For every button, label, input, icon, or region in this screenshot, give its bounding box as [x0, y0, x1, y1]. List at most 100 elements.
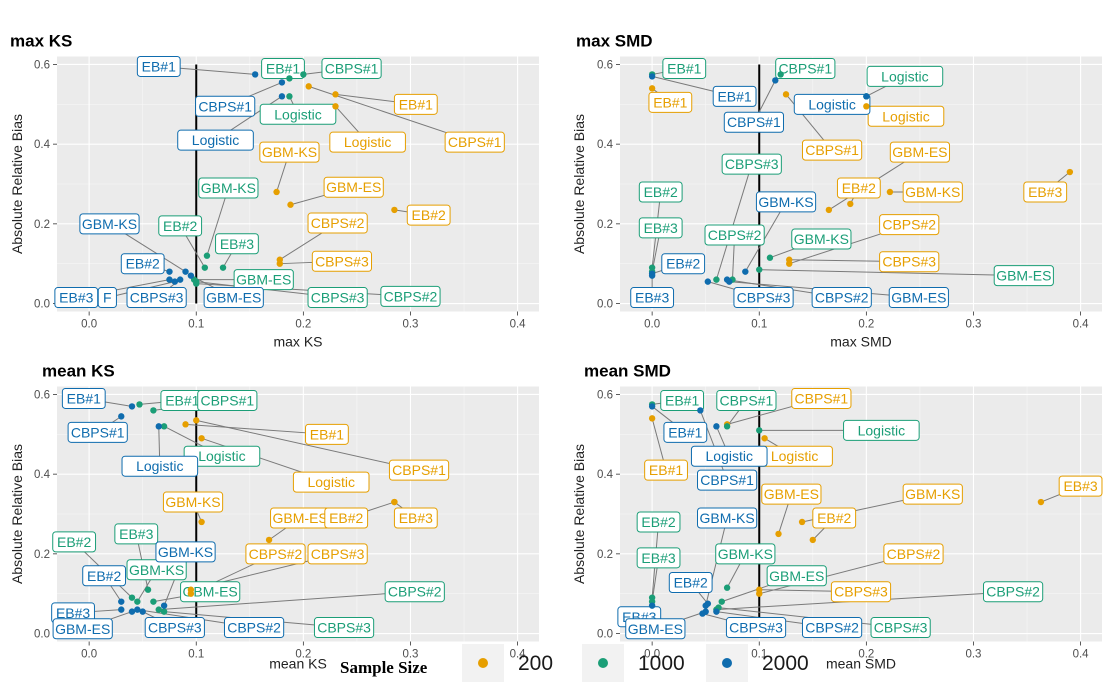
- point-label: CBPS#2: [249, 546, 303, 562]
- data-point: [648, 272, 656, 279]
- point-label-box: [660, 389, 705, 411]
- x-tick-label: 0.4: [510, 649, 527, 661]
- point-label: Logistic: [858, 422, 905, 438]
- data-point: [160, 602, 168, 609]
- point-label-box: [177, 129, 254, 151]
- panel-max-smd: max SMD 0.0 0.1 0.2 0.3 0.4 0.0 0.2 0.4 0.6 max SM…: [571, 32, 1102, 350]
- point-label: EB#1: [665, 392, 699, 408]
- point-label-box: [801, 139, 863, 161]
- data-point: [198, 435, 205, 442]
- point-label: EB#3: [641, 550, 675, 566]
- point-label: EB#2: [57, 534, 91, 550]
- data-point: [798, 518, 806, 526]
- x-tick-label: 0.2: [295, 319, 311, 331]
- point-label-box: [393, 93, 438, 115]
- data-point: [391, 206, 398, 214]
- point-label: EB#2: [412, 207, 446, 223]
- data-point: [160, 608, 168, 615]
- data-point: [782, 91, 790, 98]
- point-label: GBM-ES: [55, 621, 110, 637]
- point-label-box: [215, 233, 259, 255]
- y-axis-label: Absolute Relative Bias: [9, 114, 25, 254]
- point-label-box: [836, 177, 881, 199]
- data-point: [128, 594, 136, 601]
- data-point: [166, 268, 173, 275]
- point-label: CBPS#1: [198, 98, 252, 114]
- point-label-box: [638, 181, 683, 203]
- data-point: [182, 268, 189, 275]
- data-point: [287, 201, 294, 208]
- point-label-box: [144, 617, 205, 639]
- legend-item-1000: 1000: [582, 644, 712, 682]
- data-point: [756, 266, 763, 273]
- point-label-box: [662, 57, 707, 79]
- point-label: GBM-KS: [129, 562, 184, 578]
- point-label-box: [801, 617, 863, 639]
- data-point: [777, 71, 784, 78]
- point-label-box: [889, 141, 951, 163]
- data-point: [704, 278, 712, 285]
- point-label-box: [52, 531, 97, 553]
- point-label-box: [812, 507, 857, 529]
- point-label: CBPS#2: [311, 215, 365, 231]
- point-label-box: [993, 265, 1054, 287]
- point-label: CBPS#1: [727, 114, 781, 130]
- point-label: EB#3: [56, 605, 90, 621]
- data-point: [219, 264, 227, 271]
- panel-title: mean SMD: [584, 362, 671, 381]
- point-label: EB#2: [666, 256, 700, 272]
- panel-max-ks: max KS 0.0 0.1 0.2 0.3 0.4 0.0 0.2 0.4 0.6 max KS A…: [9, 32, 539, 350]
- y-tick-label: 0.2: [34, 549, 50, 561]
- point-label: EB#3: [59, 290, 93, 306]
- point-label: Logistic: [198, 448, 245, 464]
- point-label-box: [697, 507, 758, 529]
- point-label-box: [313, 617, 375, 639]
- legend-dot-2000: [722, 658, 732, 668]
- point-label: CBPS#2: [227, 620, 281, 636]
- point-label-box: [292, 471, 370, 493]
- point-label-box: [644, 459, 688, 481]
- point-label: EB#1: [649, 462, 683, 478]
- y-tick-label: 0.0: [34, 299, 50, 311]
- point-label-box: [661, 253, 706, 275]
- point-label-box: [630, 287, 675, 309]
- point-label: GBM-KS: [82, 216, 137, 232]
- point-label: CBPS#2: [384, 288, 438, 304]
- y-axis-label: Absolute Relative Bias: [9, 444, 25, 584]
- point-label-box: [716, 389, 777, 411]
- point-label: EB#3: [1063, 478, 1097, 494]
- data-point: [863, 103, 870, 110]
- data-point: [166, 276, 173, 283]
- point-label-box: [82, 565, 127, 587]
- point-label-box: [879, 214, 940, 236]
- x-axis-label: mean SMD: [826, 656, 896, 672]
- data-point: [756, 586, 763, 593]
- point-label: Logistic: [192, 132, 239, 148]
- data-point: [332, 91, 339, 98]
- data-point: [713, 276, 720, 283]
- x-axis-label: max SMD: [830, 334, 891, 350]
- point-label: CBPS#3: [311, 290, 365, 306]
- point-label: Logistic: [307, 474, 354, 490]
- point-label: CBPS#3: [130, 290, 184, 306]
- data-point: [203, 252, 211, 259]
- point-label-box: [198, 177, 259, 199]
- data-point: [176, 276, 184, 283]
- point-label-box: [121, 455, 199, 477]
- point-label: EB#2: [644, 184, 678, 200]
- point-label-box: [733, 287, 794, 309]
- point-label-box: [888, 287, 949, 309]
- data-point: [286, 75, 293, 82]
- point-label-box: [791, 387, 852, 409]
- data-point: [761, 435, 768, 442]
- point-label: CBPS#2: [708, 227, 762, 243]
- point-label-box: [406, 204, 451, 226]
- point-label: CBPS#1: [795, 390, 849, 406]
- point-label-box: [120, 253, 165, 275]
- label-connector: [196, 419, 420, 471]
- legend-label-1000: 1000: [638, 652, 685, 675]
- point-label-box: [54, 287, 99, 309]
- y-tick-label: 0.6: [597, 59, 613, 71]
- point-label: GBM-KS: [158, 544, 213, 560]
- data-point: [278, 93, 286, 100]
